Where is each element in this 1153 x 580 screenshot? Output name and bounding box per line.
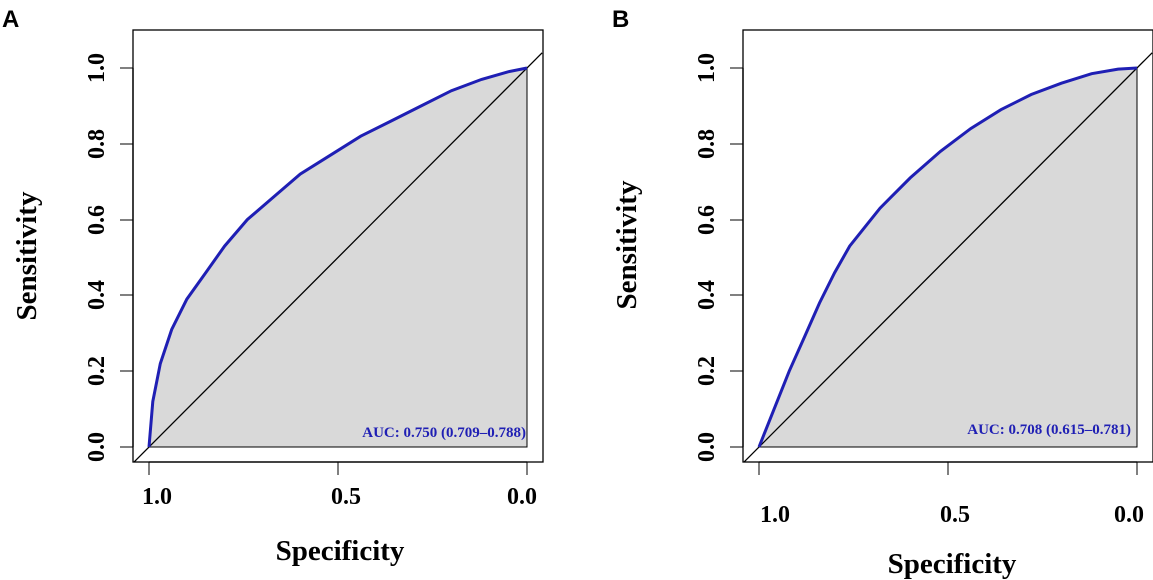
panel-b-y-tick-label: 1.0 <box>694 53 720 83</box>
panel-a-x-tick-label: 0.5 <box>331 484 361 510</box>
panel-b: B 0.0 0.2 0.4 0.6 0.8 1.0 1.0 0.5 0.0 Sp… <box>611 6 1153 580</box>
panel-a-auc-label: AUC: 0.750 (0.709–0.788) <box>362 425 526 441</box>
panel-a-y-tick-label: 1.0 <box>84 53 110 83</box>
panel-b-x-tick-label: 1.0 <box>760 502 790 528</box>
panel-b-auc-label: AUC: 0.708 (0.615–0.781) <box>967 422 1131 438</box>
panel-a-x-tick-label: 1.0 <box>142 484 172 510</box>
panel-a-roc-curve <box>147 66 528 448</box>
panel-b-roc-curve <box>757 66 1138 448</box>
panel-a-y-tick-label: 0.4 <box>84 280 110 310</box>
panel-a: A 0.0 0.2 0.4 0.6 0.8 1.0 1.0 0.5 0.0 Sp… <box>2 6 544 567</box>
panel-a-x-tick-label: 0.0 <box>507 484 537 510</box>
panel-b-y-tick-label: 0.4 <box>694 280 720 310</box>
panel-b-x-tick-label: 0.5 <box>940 502 970 528</box>
panel-b-y-tick-label: 0.0 <box>694 432 720 462</box>
panel-a-y-tick-label: 0.0 <box>84 432 110 462</box>
panel-b-y-tick-label: 0.2 <box>694 356 720 386</box>
panel-a-y-tick-label: 0.8 <box>84 129 110 159</box>
panel-a-y-tick-label: 0.6 <box>84 205 110 235</box>
panel-a-label: A <box>2 6 19 33</box>
panel-a-chance-line <box>133 52 543 463</box>
panel-b-label: B <box>612 6 629 33</box>
panel-a-y-tick-label: 0.2 <box>84 356 110 386</box>
panel-b-y-tick-label: 0.8 <box>694 129 720 159</box>
panel-b-x-tick-label: 0.0 <box>1114 502 1144 528</box>
panel-b-chance-line <box>743 52 1153 463</box>
panel-a-y-axis-title: Sensitivity <box>11 191 43 320</box>
panel-b-x-axis-title: Specificity <box>888 548 1017 580</box>
panel-a-x-axis-title: Specificity <box>276 535 405 567</box>
panel-b-y-axis-title: Sensitivity <box>611 180 643 309</box>
panel-b-y-tick-label: 0.6 <box>694 205 720 235</box>
